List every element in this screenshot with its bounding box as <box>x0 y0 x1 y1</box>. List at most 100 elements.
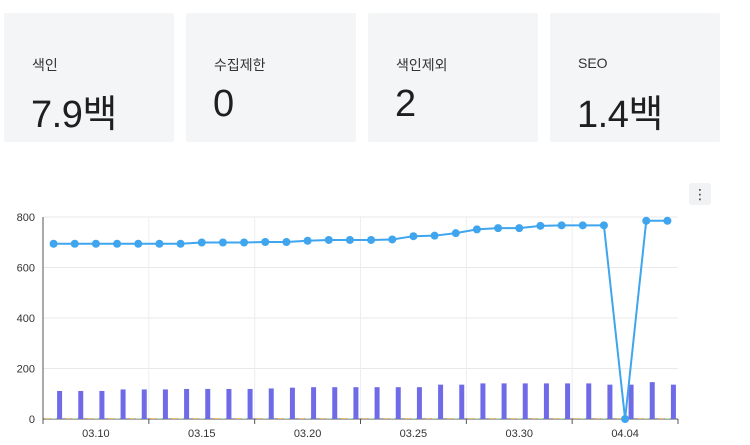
bar <box>99 390 105 419</box>
line-point <box>451 229 460 238</box>
bar <box>299 418 305 419</box>
bar <box>311 387 317 419</box>
line-point <box>303 236 312 245</box>
bar <box>395 387 401 419</box>
bar <box>305 418 311 419</box>
bar <box>426 418 432 419</box>
bar <box>320 418 326 419</box>
chart-menu-button[interactable]: ⋮ <box>689 183 711 205</box>
bar <box>283 418 289 419</box>
bar <box>220 418 226 419</box>
bar <box>522 383 528 419</box>
card-value: 1.4백 <box>577 94 663 136</box>
bar <box>66 418 72 419</box>
line-point <box>409 232 418 241</box>
bar <box>480 383 486 419</box>
bar <box>643 418 649 419</box>
bar <box>468 418 474 419</box>
bar <box>543 383 549 419</box>
bar <box>510 418 516 419</box>
x-tick-label: 03.25 <box>400 428 428 440</box>
summary-cards: 색인 7.9백 수집제한 0 색인제외 2 SEO 1.4백 <box>0 0 750 150</box>
x-tick-label: 03.30 <box>505 428 533 440</box>
bar <box>501 383 507 419</box>
card-excluded[interactable]: 색인제외 2 <box>368 13 538 142</box>
line-point <box>388 235 397 244</box>
card-label: 색인 <box>32 57 58 73</box>
bar <box>531 418 537 419</box>
bar <box>601 418 607 419</box>
line-point <box>240 238 249 247</box>
bar <box>135 418 141 419</box>
bar <box>51 418 57 419</box>
line-point <box>536 221 545 230</box>
bar <box>410 418 416 419</box>
bar <box>637 418 643 419</box>
bar <box>404 418 410 419</box>
bar <box>616 418 622 419</box>
card-label: SEO <box>578 55 608 71</box>
bar <box>247 388 253 419</box>
bar <box>374 387 380 419</box>
card-value: 0 <box>213 83 234 125</box>
bar <box>262 418 268 419</box>
card-seo[interactable]: SEO 1.4백 <box>550 13 720 142</box>
line-point <box>70 239 79 248</box>
line-point <box>599 221 608 230</box>
bar <box>87 418 93 419</box>
bar <box>383 418 389 419</box>
y-tick-label: 0 <box>29 414 35 426</box>
line-point <box>494 224 503 233</box>
line-point <box>134 239 143 248</box>
bar <box>114 418 120 419</box>
bar <box>277 418 283 419</box>
bar <box>658 418 664 419</box>
line-point <box>91 239 100 248</box>
bar <box>214 418 220 419</box>
bar <box>199 418 205 419</box>
line-point <box>621 415 630 423</box>
line-point <box>49 239 58 248</box>
y-tick-label: 400 <box>17 313 35 325</box>
y-tick-label: 800 <box>17 212 35 224</box>
bar <box>78 390 84 419</box>
bar <box>235 418 241 419</box>
bar <box>416 387 422 419</box>
bar <box>628 384 634 419</box>
bar <box>474 418 480 419</box>
bar <box>495 418 501 419</box>
y-tick-label: 600 <box>17 263 35 275</box>
bar <box>586 383 592 419</box>
line-point <box>197 238 206 247</box>
card-label: 색인제외 <box>396 57 448 73</box>
bar <box>670 384 676 419</box>
bar <box>459 384 465 419</box>
bar <box>178 418 184 419</box>
x-tick-label: 03.10 <box>82 428 110 440</box>
line-point <box>282 237 291 246</box>
more-vertical-icon: ⋮ <box>693 186 707 202</box>
bar <box>256 418 262 419</box>
bar <box>447 418 453 419</box>
bar <box>193 418 199 419</box>
bar <box>341 418 347 419</box>
line-point <box>430 231 439 240</box>
line-point <box>218 238 227 247</box>
bar <box>326 418 332 419</box>
bar <box>241 418 247 419</box>
line-point <box>155 239 164 248</box>
bar <box>150 418 156 419</box>
card-crawl-limited[interactable]: 수집제한 0 <box>186 13 356 142</box>
bar <box>120 389 126 419</box>
bar <box>362 418 368 419</box>
line-point <box>515 224 524 233</box>
x-tick-label: 04.04 <box>611 428 639 440</box>
bar <box>664 418 670 419</box>
bar <box>353 387 359 419</box>
line-point <box>578 221 587 230</box>
card-label: 수집제한 <box>214 57 266 73</box>
bar <box>72 418 78 419</box>
x-tick-label: 03.15 <box>188 428 216 440</box>
line-point <box>367 235 376 244</box>
card-indexed[interactable]: 색인 7.9백 <box>4 13 174 142</box>
